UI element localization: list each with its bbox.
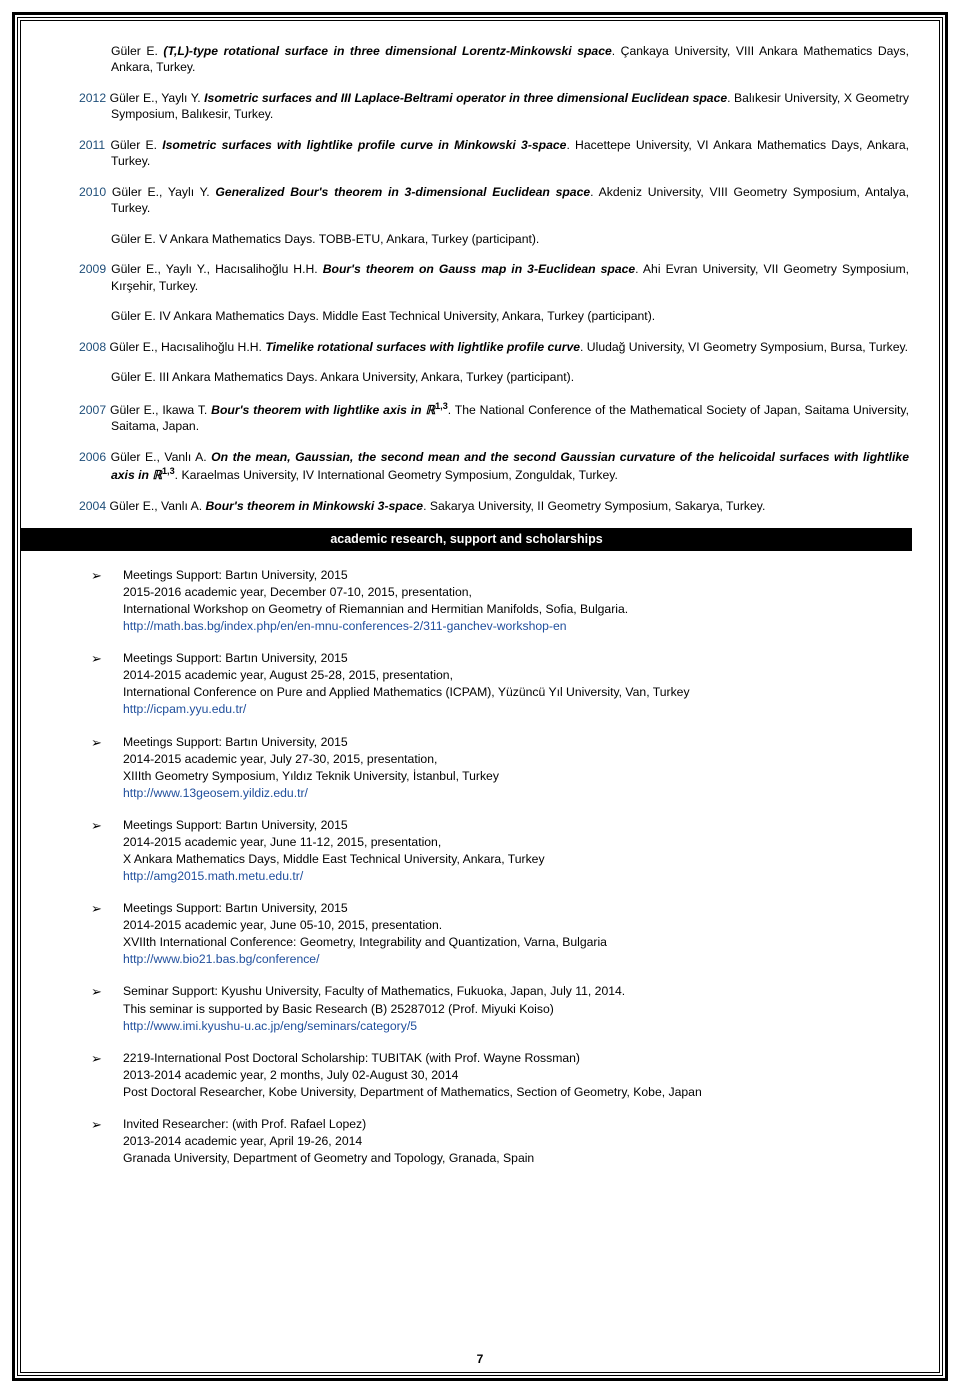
support-line: Meetings Support: Bartın University, 201… bbox=[123, 900, 909, 917]
support-link[interactable]: http://www.13geosem.yildiz.edu.tr/ bbox=[123, 786, 308, 800]
support-line: 2014-2015 academic year, July 27-30, 201… bbox=[123, 751, 909, 768]
bullet-icon: ➢ bbox=[91, 817, 102, 835]
entry-title: Isometric surfaces with lightlike profil… bbox=[162, 138, 566, 152]
math-superscript: 1,3 bbox=[435, 401, 448, 411]
page-frame-outer: Güler E. (T,L)-type rotational surface i… bbox=[12, 12, 948, 1381]
publication-entry: 2004 Güler E., Vanlı A. Bour's theorem i… bbox=[51, 498, 909, 514]
support-line: XVIIth International Conference: Geometr… bbox=[123, 934, 909, 951]
support-link[interactable]: http://www.imi.kyushu-u.ac.jp/eng/semina… bbox=[123, 1019, 417, 1033]
publication-entry: 2009 Güler E., Yaylı Y., Hacısalihoğlu H… bbox=[51, 261, 909, 294]
support-line: 2014-2015 academic year, August 25-28, 2… bbox=[123, 667, 909, 684]
support-line: Meetings Support: Bartın University, 201… bbox=[123, 650, 909, 667]
entry-title: Bour's theorem with lightlike axis in bbox=[211, 403, 425, 417]
entry-title: Generalized Bour's theorem in 3-dimensio… bbox=[215, 185, 590, 199]
entry-year: 2010 bbox=[79, 185, 106, 199]
bullet-icon: ➢ bbox=[91, 1050, 102, 1068]
support-line: Post Doctoral Researcher, Kobe Universit… bbox=[123, 1084, 909, 1101]
document-content: Güler E. (T,L)-type rotational surface i… bbox=[51, 43, 909, 1167]
entry-title: Bour's theorem on Gauss map in 3-Euclide… bbox=[323, 262, 635, 276]
entry-prefix: Güler E. bbox=[105, 138, 162, 152]
support-list: ➢ Meetings Support: Bartın University, 20… bbox=[51, 567, 909, 1167]
support-line: Meetings Support: Bartın University, 201… bbox=[123, 817, 909, 834]
entry-suffix: . Karaelmas University, IV International… bbox=[175, 468, 618, 482]
support-line: International Workshop on Geometry of Ri… bbox=[123, 601, 909, 618]
support-link[interactable]: http://icpam.yyu.edu.tr/ bbox=[123, 702, 246, 716]
publication-entry: 2010 Güler E., Yaylı Y. Generalized Bour… bbox=[51, 184, 909, 217]
support-item: ➢Meetings Support: Bartın University, 20… bbox=[123, 734, 909, 802]
support-line: This seminar is supported by Basic Resea… bbox=[123, 1001, 909, 1018]
entry-title: Timelike rotational surfaces with lightl… bbox=[265, 340, 580, 354]
bullet-icon: ➢ bbox=[91, 983, 102, 1001]
entry-year: 2006 bbox=[79, 450, 106, 464]
section-header: academic research, support and scholarsh… bbox=[21, 528, 912, 551]
entry-title: (T,L)-type rotational surface in three d… bbox=[163, 44, 611, 58]
support-link[interactable]: http://math.bas.bg/index.php/en/en-mnu-c… bbox=[123, 619, 567, 633]
entry-prefix: Güler E., Ikawa T. bbox=[106, 403, 211, 417]
support-line: Meetings Support: Bartın University, 201… bbox=[123, 734, 909, 751]
entry-prefix: Güler E., Yaylı Y. bbox=[106, 91, 204, 105]
entry-title: Isometric surfaces and III Laplace-Beltr… bbox=[204, 91, 727, 105]
support-line: 2013-2014 academic year, April 19-26, 20… bbox=[123, 1133, 909, 1150]
support-line: Meetings Support: Bartın University, 201… bbox=[123, 567, 909, 584]
support-line: International Conference on Pure and App… bbox=[123, 684, 909, 701]
page-number: 7 bbox=[21, 1352, 939, 1366]
support-line: Granada University, Department of Geomet… bbox=[123, 1150, 909, 1167]
support-line: XIIIth Geometry Symposium, Yıldız Teknik… bbox=[123, 768, 909, 785]
bullet-icon: ➢ bbox=[91, 900, 102, 918]
entry-year: 2008 bbox=[79, 340, 106, 354]
entry-title: Bour's theorem in Minkowski 3-space bbox=[205, 499, 423, 513]
bullet-icon: ➢ bbox=[91, 1116, 102, 1134]
page-frame-mid: Güler E. (T,L)-type rotational surface i… bbox=[17, 17, 943, 1376]
math-symbol: ℝ bbox=[152, 468, 162, 482]
bullet-icon: ➢ bbox=[91, 567, 102, 585]
support-item: ➢Meetings Support: Bartın University, 20… bbox=[123, 650, 909, 718]
publication-entry: 2006 Güler E., Vanlı A. On the mean, Gau… bbox=[51, 449, 909, 484]
entry-text: Güler E. IV Ankara Mathematics Days. Mid… bbox=[111, 309, 655, 323]
support-line: 2015-2016 academic year, December 07-10,… bbox=[123, 584, 909, 601]
entry-year: 2004 bbox=[79, 499, 106, 513]
support-item: ➢Meetings Support: Bartın University, 20… bbox=[123, 567, 909, 635]
support-item: ➢Meetings Support: Bartın University, 20… bbox=[123, 817, 909, 885]
support-item: ➢2219-International Post Doctoral Schola… bbox=[123, 1050, 909, 1101]
publication-entry: 2008 Güler E., Hacısalihoğlu H.H. Timeli… bbox=[51, 339, 909, 355]
publication-entry: Güler E. III Ankara Mathematics Days. An… bbox=[51, 369, 909, 385]
bullet-icon: ➢ bbox=[91, 650, 102, 668]
publication-entry: 2011 Güler E. Isometric surfaces with li… bbox=[51, 137, 909, 170]
publication-entry: 2007 Güler E., Ikawa T. Bour's theorem w… bbox=[51, 400, 909, 435]
entry-prefix: Güler E., Vanlı A. bbox=[106, 499, 205, 513]
entry-year: 2009 bbox=[79, 262, 106, 276]
entry-prefix: Güler E. bbox=[111, 44, 163, 58]
entry-text: Güler E. III Ankara Mathematics Days. An… bbox=[111, 370, 574, 384]
page-frame-inner: Güler E. (T,L)-type rotational surface i… bbox=[20, 20, 940, 1373]
publication-entry: Güler E. IV Ankara Mathematics Days. Mid… bbox=[51, 308, 909, 324]
entry-year: 2011 bbox=[79, 138, 105, 152]
support-line: 2014-2015 academic year, June 11-12, 201… bbox=[123, 834, 909, 851]
support-item: ➢Invited Researcher: (with Prof. Rafael … bbox=[123, 1116, 909, 1167]
support-line: 2219-International Post Doctoral Scholar… bbox=[123, 1050, 909, 1067]
math-symbol: ℝ bbox=[425, 403, 435, 417]
entry-suffix: . Sakarya University, II Geometry Sympos… bbox=[423, 499, 765, 513]
publication-entry: Güler E. (T,L)-type rotational surface i… bbox=[51, 43, 909, 76]
support-line: Seminar Support: Kyushu University, Facu… bbox=[123, 983, 909, 1000]
entry-prefix: Güler E., Yaylı Y., Hacısalihoğlu H.H. bbox=[106, 262, 323, 276]
support-item: ➢Seminar Support: Kyushu University, Fac… bbox=[123, 983, 909, 1034]
entry-year: 2012 bbox=[79, 91, 106, 105]
support-line: 2014-2015 academic year, June 05-10, 201… bbox=[123, 917, 909, 934]
support-line: X Ankara Mathematics Days, Middle East T… bbox=[123, 851, 909, 868]
support-line: Invited Researcher: (with Prof. Rafael L… bbox=[123, 1116, 909, 1133]
entry-prefix: Güler E., Yaylı Y. bbox=[106, 185, 215, 199]
entry-prefix: Güler E., Hacısalihoğlu H.H. bbox=[106, 340, 265, 354]
support-item: ➢Meetings Support: Bartın University, 20… bbox=[123, 900, 909, 968]
entry-suffix: . Uludağ University, VI Geometry Symposi… bbox=[580, 340, 908, 354]
entry-text: Güler E. V Ankara Mathematics Days. TOBB… bbox=[111, 232, 539, 246]
entry-prefix: Güler E., Vanlı A. bbox=[106, 450, 211, 464]
support-line: 2013-2014 academic year, 2 months, July … bbox=[123, 1067, 909, 1084]
entry-year: 2007 bbox=[79, 403, 106, 417]
math-superscript: 1,3 bbox=[162, 466, 175, 476]
support-link[interactable]: http://amg2015.math.metu.edu.tr/ bbox=[123, 869, 303, 883]
publication-entry: 2012 Güler E., Yaylı Y. Isometric surfac… bbox=[51, 90, 909, 123]
support-link[interactable]: http://www.bio21.bas.bg/conference/ bbox=[123, 952, 319, 966]
publication-entry: Güler E. V Ankara Mathematics Days. TOBB… bbox=[51, 231, 909, 247]
bullet-icon: ➢ bbox=[91, 734, 102, 752]
